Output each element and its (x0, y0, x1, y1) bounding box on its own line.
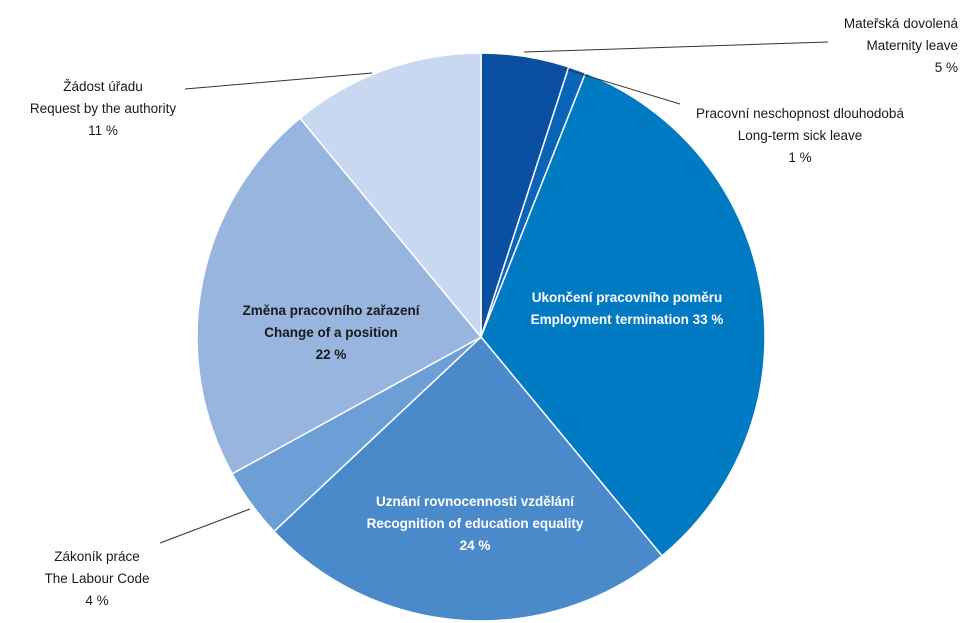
slice-label-2: Pracovní neschopnost dlouhodobá Long-term… (696, 106, 904, 165)
slice-label-line: Zákoník práce (54, 549, 140, 564)
slice-label-line: 1 % (788, 150, 811, 165)
slice-label-line: Long-term sick leave (738, 128, 863, 143)
slice-label-line: 24 % (460, 538, 491, 553)
slice-label-line: Mateřská dovolená (844, 16, 959, 31)
slice-label-1: Mateřská dovolená Maternity leave 5 % (844, 16, 959, 75)
slice-label-line: Uznání rovnocennosti vzdělání (376, 494, 575, 509)
leader-line-1 (523, 41, 829, 53)
pie-slice-6 (196, 117, 483, 475)
slice-label-line: 4 % (85, 593, 108, 608)
slice-label-line: Pracovní neschopnost dlouhodobá (696, 106, 904, 121)
slice-label-line: 11 % (88, 123, 118, 138)
pie-slices (196, 52, 766, 622)
slice-label-7: Žádost úřadu Request by the authority 11 % (30, 79, 177, 138)
slice-label-line: Recognition of education equality (367, 516, 584, 531)
leader-lines (159, 41, 829, 544)
slice-label-6: Změna pracovního zařazení Change of a pos… (242, 303, 420, 362)
slice-label-4: Uznání rovnocennosti vzdělání Recognition… (367, 494, 584, 553)
slice-label-line: 5 % (935, 60, 958, 75)
slice-label-line: Žádost úřadu (63, 79, 143, 94)
slice-label-line: Change of a position (264, 325, 398, 340)
pie-slice-3 (480, 71, 766, 557)
pie-slice-4 (272, 335, 664, 622)
slice-label-line: The Labour Code (44, 571, 149, 586)
slice-label-line: Employment termination 33 % (531, 312, 724, 327)
leader-line-7 (184, 72, 373, 90)
leader-line-2 (567, 69, 681, 105)
slice-labels: Mateřská dovolená Maternity leave 5 % Praco… (30, 16, 959, 608)
slice-label-line: Maternity leave (866, 38, 958, 53)
slice-label-line: Ukončení pracovního poměru (532, 290, 723, 305)
slice-label-line: 22 % (316, 347, 347, 362)
slice-label-line: Request by the authority (30, 101, 177, 116)
slice-label-5: Zákoník práce The Labour Code 4 % (44, 549, 149, 608)
pie-slice-7 (298, 52, 482, 340)
slice-label-line: Změna pracovního zařazení (242, 303, 420, 318)
leader-line-5 (159, 508, 251, 544)
slice-label-3: Ukončení pracovního poměru Employment ter… (531, 290, 724, 327)
